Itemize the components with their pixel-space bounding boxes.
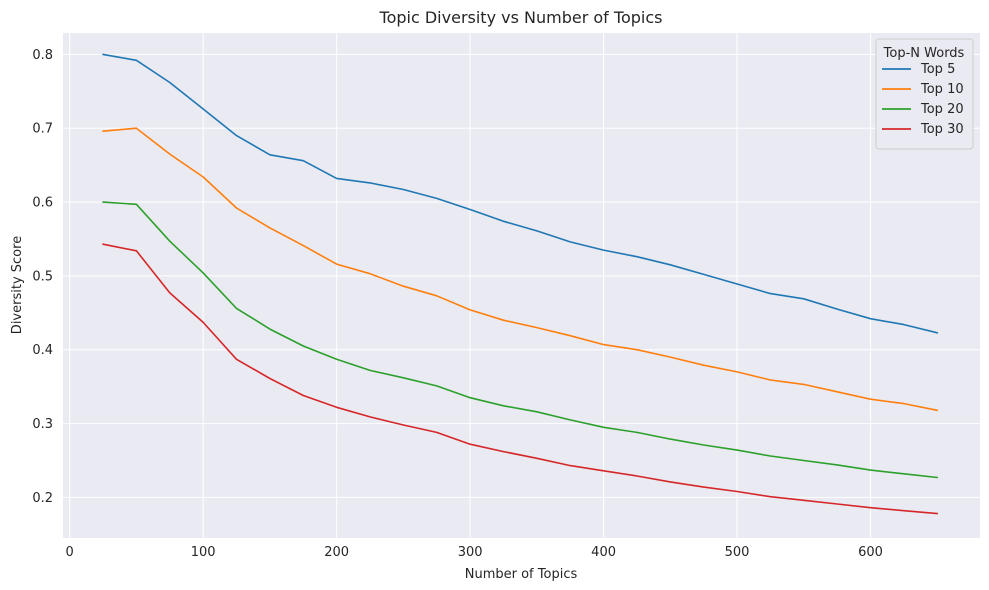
legend-label: Top 5	[920, 62, 955, 77]
legend-title: Top-N Words	[883, 46, 965, 61]
x-tick-label: 400	[591, 545, 616, 560]
chart-title: Topic Diversity vs Number of Topics	[379, 8, 663, 27]
series-line-top-20	[102, 201, 939, 479]
x-tick-label: 300	[458, 545, 483, 560]
series-lines	[102, 53, 939, 515]
legend-items: Top 5 Top 10 Top 20 Top 30	[882, 62, 964, 137]
legend-box	[875, 38, 974, 150]
y-tick-label: 0.6	[32, 196, 53, 211]
grid	[63, 33, 980, 538]
x-axis-label: Number of Topics	[465, 567, 578, 582]
y-axis-ticks: 0.2 0.3 0.4 0.5 0.6 0.7 0.8	[32, 48, 53, 506]
series-line-top-30	[102, 243, 939, 515]
x-axis-ticks: 0 100 200 300 400 500 600	[66, 545, 883, 560]
y-tick-label: 0.3	[32, 417, 53, 432]
y-tick-label: 0.2	[32, 491, 53, 506]
x-tick-label: 200	[324, 545, 349, 560]
series-line-top-5	[102, 53, 939, 334]
legend: Top-N Words Top 5 Top 10 Top 20 Top 30	[875, 38, 974, 150]
series-line-top-10	[102, 127, 939, 412]
y-tick-label: 0.7	[32, 122, 53, 137]
legend-label: Top 30	[920, 122, 964, 137]
y-tick-label: 0.5	[32, 269, 53, 284]
plot-area	[63, 33, 980, 538]
legend-label: Top 10	[920, 82, 964, 97]
y-tick-label: 0.4	[32, 343, 53, 358]
x-tick-label: 0	[66, 545, 74, 560]
x-tick-label: 100	[191, 545, 216, 560]
y-tick-label: 0.8	[32, 48, 53, 63]
x-tick-label: 600	[858, 545, 883, 560]
y-axis-label: Diversity Score	[10, 236, 25, 334]
legend-label: Top 20	[920, 102, 964, 117]
x-tick-label: 500	[725, 545, 750, 560]
